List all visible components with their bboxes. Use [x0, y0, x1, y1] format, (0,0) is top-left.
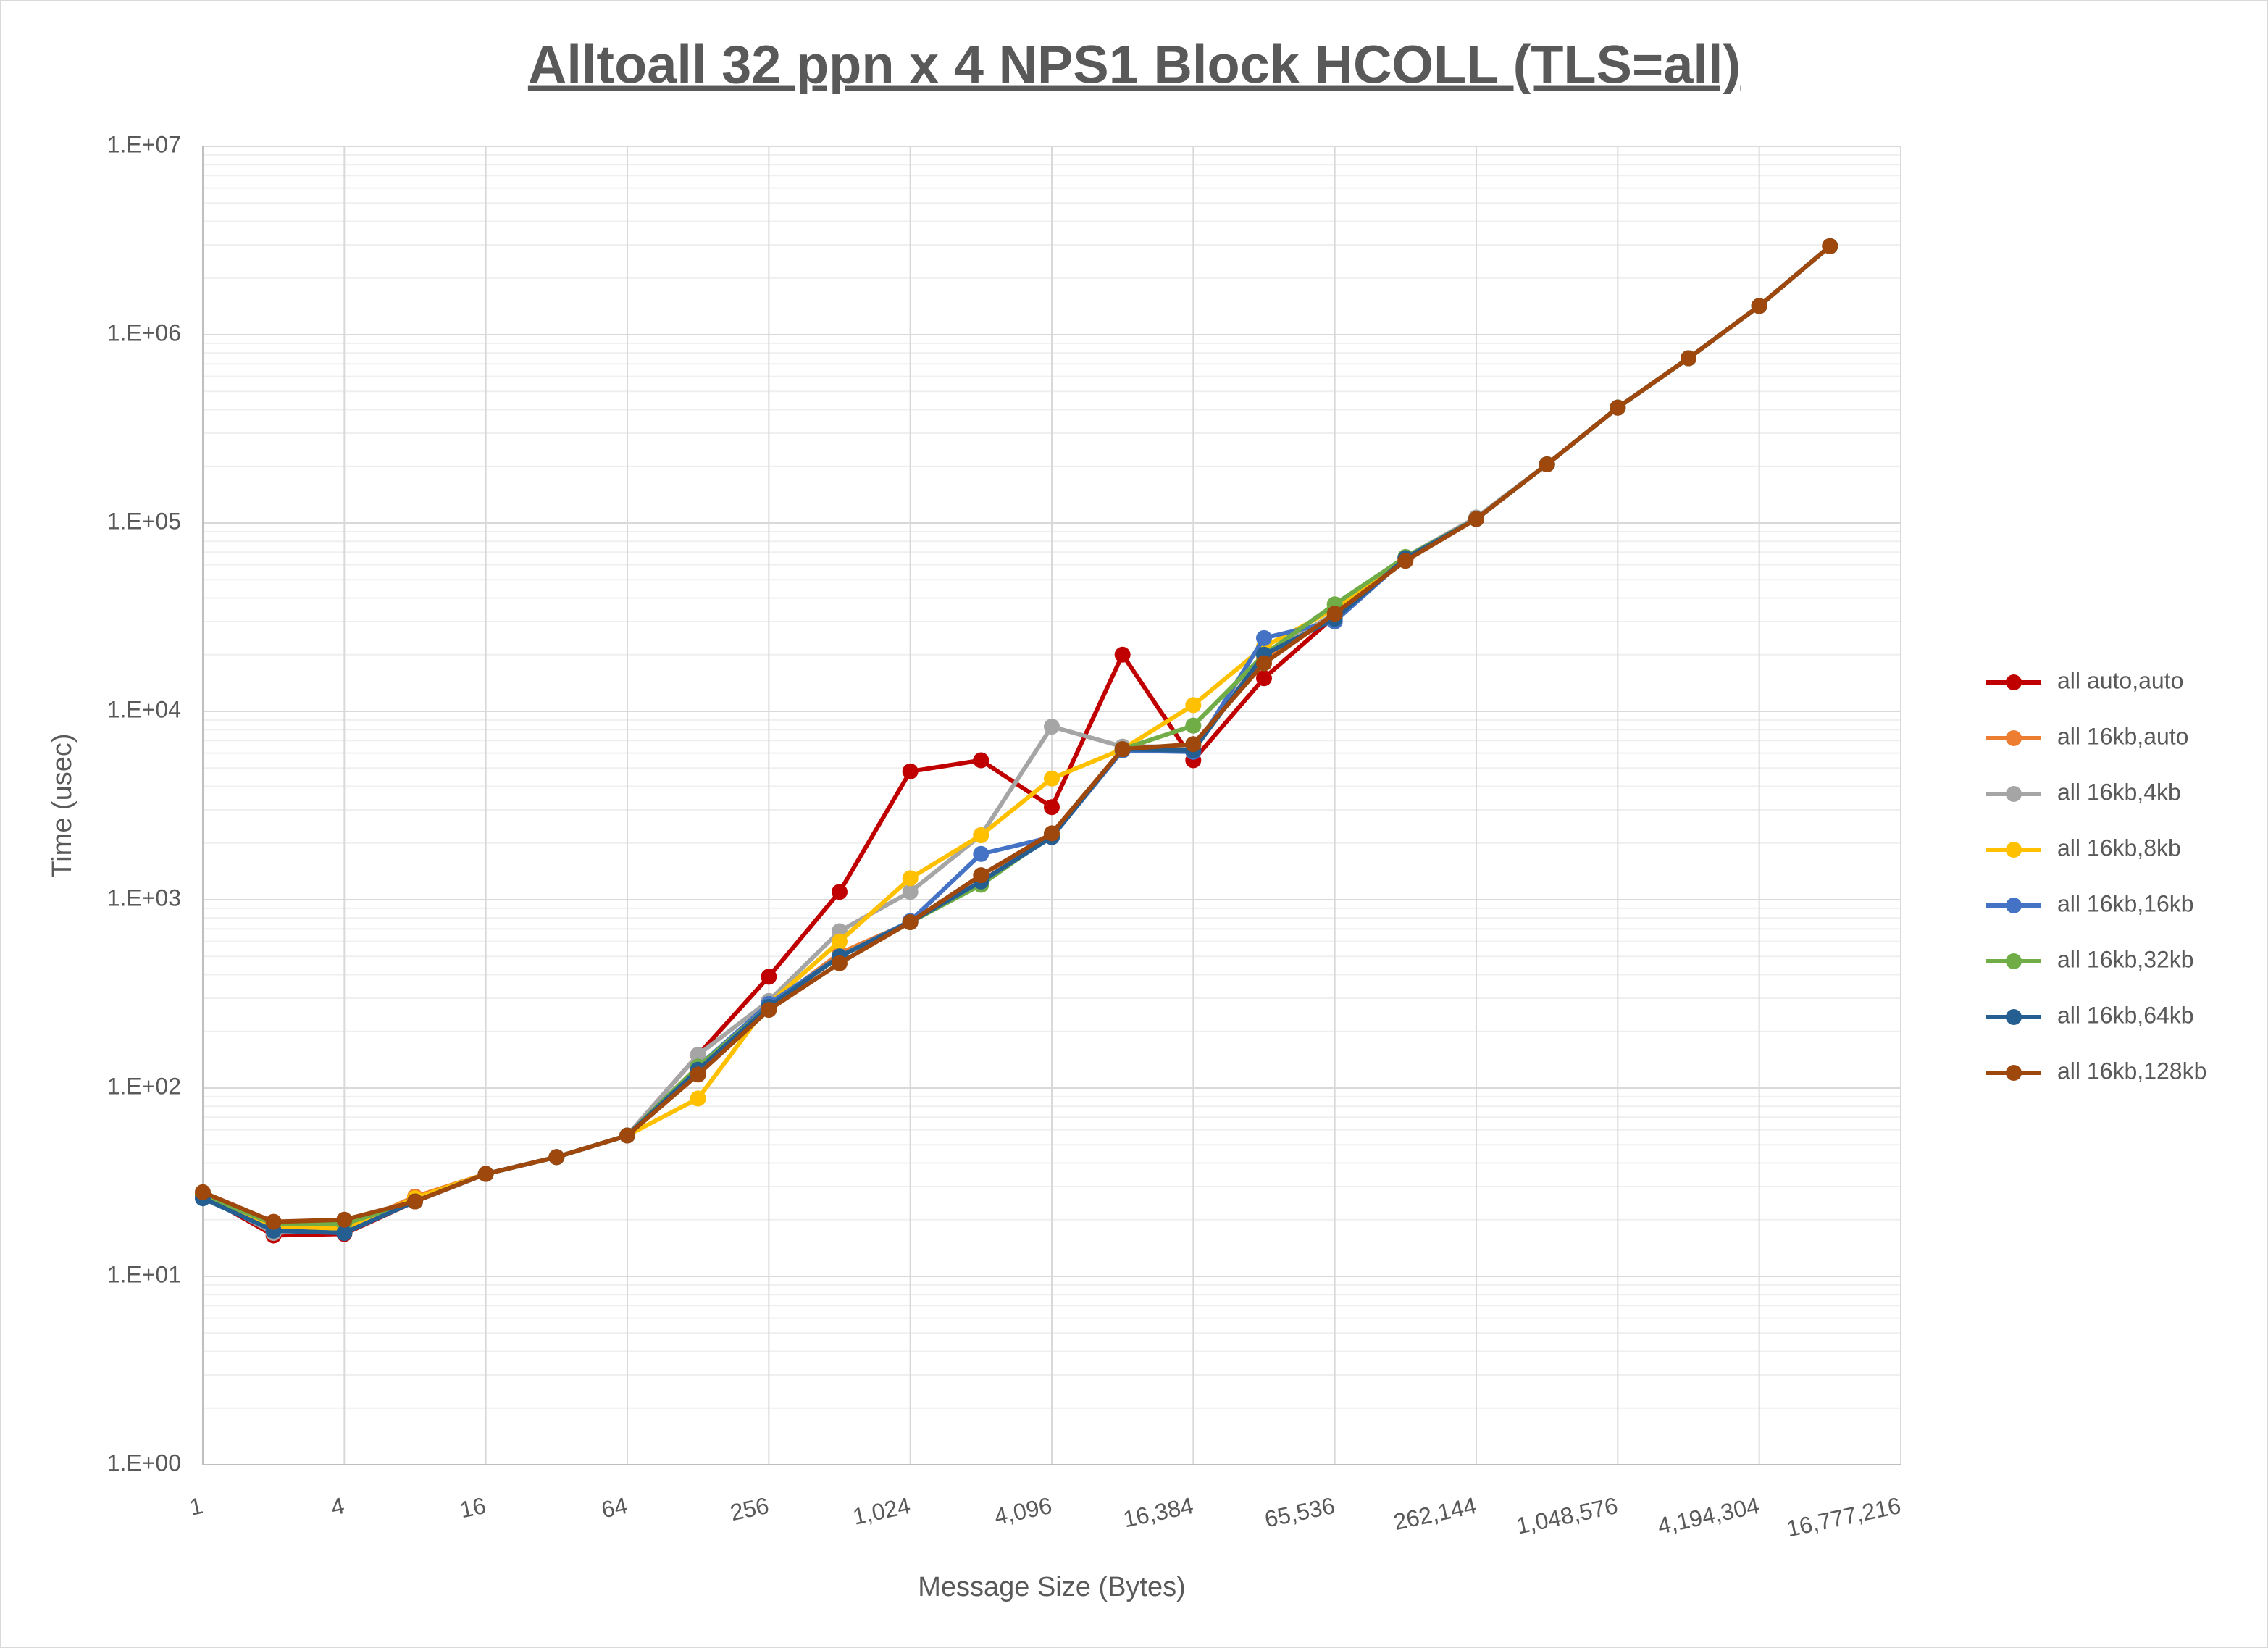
legend-label: all 16kb,auto: [2057, 723, 2188, 749]
x-tick-label: 16: [458, 1492, 488, 1523]
x-axis-title: Message Size (Bytes): [918, 1572, 1186, 1602]
data-point: [690, 1090, 706, 1107]
legend-label: all 16kb,8kb: [2057, 835, 2181, 861]
data-point: [902, 870, 919, 887]
data-point: [1185, 736, 1202, 753]
y-tick-label: 1.E+03: [107, 884, 181, 911]
data-point: [1114, 741, 1131, 758]
data-point: [548, 1149, 565, 1166]
data-point: [1256, 629, 1272, 646]
data-point: [1822, 238, 1838, 254]
data-point: [690, 1066, 706, 1083]
data-point: [1044, 825, 1060, 842]
y-axis-title: Time (usec): [47, 733, 78, 877]
data-point: [1468, 511, 1484, 527]
chart-title: Alltoall 32 ppn x 4 NPS1 Block HCOLL (TL…: [528, 35, 1741, 95]
data-point: [1256, 670, 1272, 687]
y-tick-label: 1.E+07: [107, 131, 181, 157]
x-tick-label: 64: [599, 1492, 629, 1523]
data-point: [1044, 719, 1060, 735]
legend-marker: [2006, 1065, 2022, 1081]
legend-label: all 16kb,16kb: [2057, 890, 2194, 916]
legend-label: all auto,auto: [2057, 667, 2183, 693]
data-point: [265, 1213, 282, 1230]
legend-label: all 16kb,128kb: [2057, 1058, 2206, 1084]
data-point: [832, 955, 848, 971]
data-point: [973, 752, 989, 769]
data-point: [1044, 799, 1060, 816]
legend-marker: [2006, 730, 2022, 746]
data-point: [1185, 697, 1202, 714]
y-tick-label: 1.E+00: [107, 1450, 181, 1476]
legend-marker: [2006, 674, 2022, 690]
data-point: [1751, 298, 1767, 314]
data-point: [761, 1002, 777, 1019]
data-point: [832, 933, 848, 950]
data-point: [619, 1127, 635, 1144]
y-tick-label: 1.E+02: [107, 1073, 181, 1099]
data-point: [195, 1184, 211, 1200]
y-tick-label: 1.E+05: [107, 508, 181, 534]
data-point: [1185, 717, 1202, 734]
data-point: [973, 867, 989, 884]
legend-label: all 16kb,32kb: [2057, 946, 2194, 972]
data-point: [902, 884, 919, 900]
legend-marker: [2006, 1009, 2022, 1025]
data-point: [1539, 456, 1555, 472]
data-point: [973, 845, 989, 862]
data-point: [973, 827, 989, 843]
series-line: [201, 244, 1832, 1224]
legend-label: all 16kb,4kb: [2057, 779, 2181, 805]
data-point: [1114, 646, 1131, 663]
y-tick-label: 1.E+06: [107, 319, 181, 346]
data-point: [336, 1225, 353, 1242]
data-point: [1326, 606, 1343, 622]
data-point: [1397, 553, 1414, 569]
legend-marker: [2006, 898, 2022, 913]
data-point: [1610, 399, 1626, 416]
y-tick-label: 1.E+04: [107, 696, 181, 722]
data-point: [902, 913, 919, 930]
data-point: [1044, 770, 1060, 787]
legend-label: all 16kb,64kb: [2057, 1002, 2194, 1028]
data-point: [832, 884, 848, 900]
legend-marker: [2006, 953, 2022, 969]
legend-marker: [2006, 842, 2022, 858]
series: [195, 238, 1838, 1230]
y-tick-label: 1.E+01: [107, 1261, 181, 1287]
data-point: [1256, 655, 1272, 672]
data-point: [1681, 350, 1696, 367]
data-point: [761, 969, 777, 985]
data-point: [902, 763, 919, 779]
data-point: [477, 1166, 494, 1182]
data-point: [407, 1193, 423, 1210]
legend-marker: [2006, 786, 2022, 802]
data-point: [336, 1211, 353, 1228]
data-point: [690, 1047, 706, 1063]
